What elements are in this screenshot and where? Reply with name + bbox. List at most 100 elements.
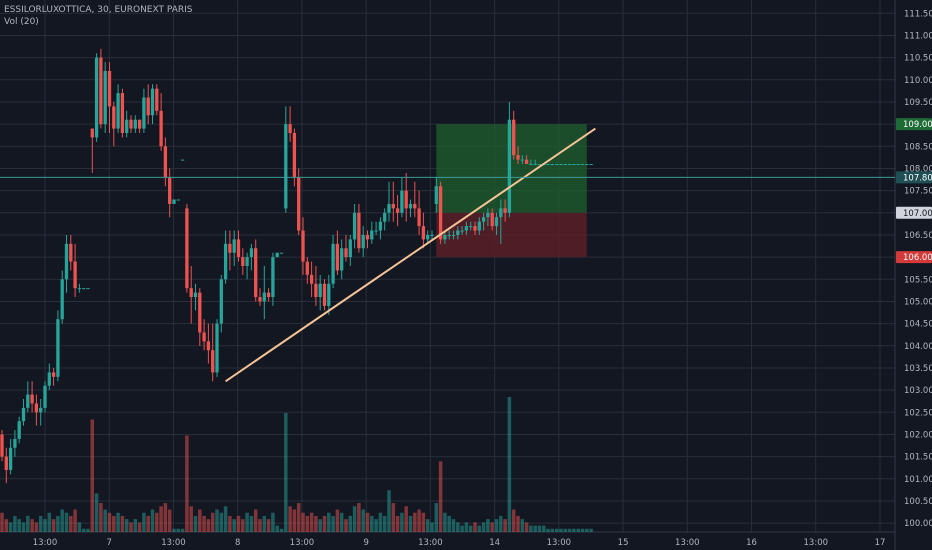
volume-bar <box>361 509 365 532</box>
volume-bar <box>382 515 387 532</box>
x-axis-tick-label: 17 <box>875 538 886 548</box>
candle-body <box>271 257 275 298</box>
price-tag <box>896 206 932 219</box>
candle-body <box>47 372 51 386</box>
volume-bar <box>47 512 52 532</box>
volume-bar <box>365 512 370 532</box>
volume-bar <box>413 512 417 532</box>
x-axis-tick-label: 13:00 <box>418 538 443 548</box>
x-axis-tick-label: 15 <box>618 538 629 548</box>
candle-body <box>69 243 73 262</box>
volume-bar <box>90 419 95 532</box>
candle-body <box>322 283 327 306</box>
candle-body <box>443 234 447 240</box>
candle-body <box>456 230 460 235</box>
y-axis-tick-label: 104.50 <box>904 320 932 330</box>
volume-bar <box>494 519 499 532</box>
candle-body <box>107 70 112 107</box>
volume-bar <box>477 525 482 532</box>
candle-body <box>13 438 17 448</box>
candle-body <box>73 261 77 289</box>
candle-body <box>524 159 529 165</box>
trend-line[interactable] <box>225 127 596 383</box>
volume-bar <box>81 528 86 532</box>
candle-body <box>477 221 481 231</box>
volume-bar <box>180 528 185 532</box>
candle-body <box>21 407 26 422</box>
candle-body <box>189 288 193 298</box>
candle-body <box>361 234 365 249</box>
candle-body <box>232 239 236 253</box>
candle-body <box>146 97 150 116</box>
volume-bar <box>26 515 30 532</box>
profit-target-zone[interactable] <box>436 124 587 213</box>
volume-bar <box>159 506 163 532</box>
candle-body <box>572 164 576 166</box>
y-axis-tick-label: 110.50 <box>904 54 932 64</box>
volume-bar <box>60 509 64 532</box>
volume-bar <box>228 515 232 532</box>
volume-bar <box>146 515 150 532</box>
volume-bar <box>167 509 172 532</box>
candle-body <box>469 226 473 228</box>
candle-body <box>555 164 559 166</box>
volume-bar <box>348 515 353 532</box>
candle-body <box>90 128 94 138</box>
candle-body <box>512 119 516 156</box>
volume-bar <box>524 522 529 532</box>
volume-bar <box>335 509 340 532</box>
candle-body <box>193 292 198 298</box>
candle-body <box>589 164 593 166</box>
candle-body <box>490 212 494 227</box>
volume-bar <box>77 522 82 532</box>
volume-bar <box>357 503 361 532</box>
volume-bar <box>258 519 262 532</box>
volume-bar <box>133 519 138 532</box>
volume-bar <box>17 519 21 532</box>
volume-bar <box>430 522 434 532</box>
volume-bar <box>395 515 400 532</box>
candle-body <box>383 212 387 222</box>
candle-body <box>168 177 172 204</box>
y-axis-tick-label: 109.50 <box>904 98 932 108</box>
volume-bar <box>275 525 279 532</box>
volume-bar <box>198 509 202 532</box>
candle-body <box>391 203 395 209</box>
volume-bar <box>585 528 589 532</box>
candle-body <box>292 133 297 178</box>
candle-body <box>559 164 563 166</box>
y-axis-tick-label: 101.00 <box>904 475 932 485</box>
candle-body <box>344 248 348 258</box>
candle-body <box>77 288 82 290</box>
volume-bar <box>563 528 568 532</box>
volume-bar <box>107 512 112 532</box>
candle-body <box>4 456 8 470</box>
candle-body <box>395 208 400 213</box>
y-axis-tick-label: 111.00 <box>904 31 932 41</box>
candle-body <box>447 234 451 236</box>
candle-body <box>258 297 262 302</box>
volume-bar <box>301 512 305 532</box>
volume-bar <box>279 528 284 532</box>
volume-bar <box>546 528 550 532</box>
candle-body <box>451 234 456 236</box>
volume-bar <box>86 528 90 532</box>
candle-body <box>563 164 567 166</box>
candle-body <box>370 230 374 240</box>
x-axis-tick-label: 13:00 <box>33 538 58 548</box>
candle-body <box>460 230 464 232</box>
candle-body <box>580 164 585 166</box>
volume-bar <box>344 519 348 532</box>
candle-body <box>150 88 155 116</box>
volume-bar <box>327 512 331 532</box>
price-tag-label: 107.00 <box>903 209 932 219</box>
candle-body <box>60 279 64 320</box>
y-axis-tick-label: 108.00 <box>904 164 932 174</box>
volume-bar <box>408 515 413 532</box>
candle-body <box>262 292 266 302</box>
volume-bar <box>503 519 507 532</box>
volume-bar <box>266 519 271 532</box>
volume-bar <box>533 525 537 532</box>
candle-body <box>365 234 370 240</box>
